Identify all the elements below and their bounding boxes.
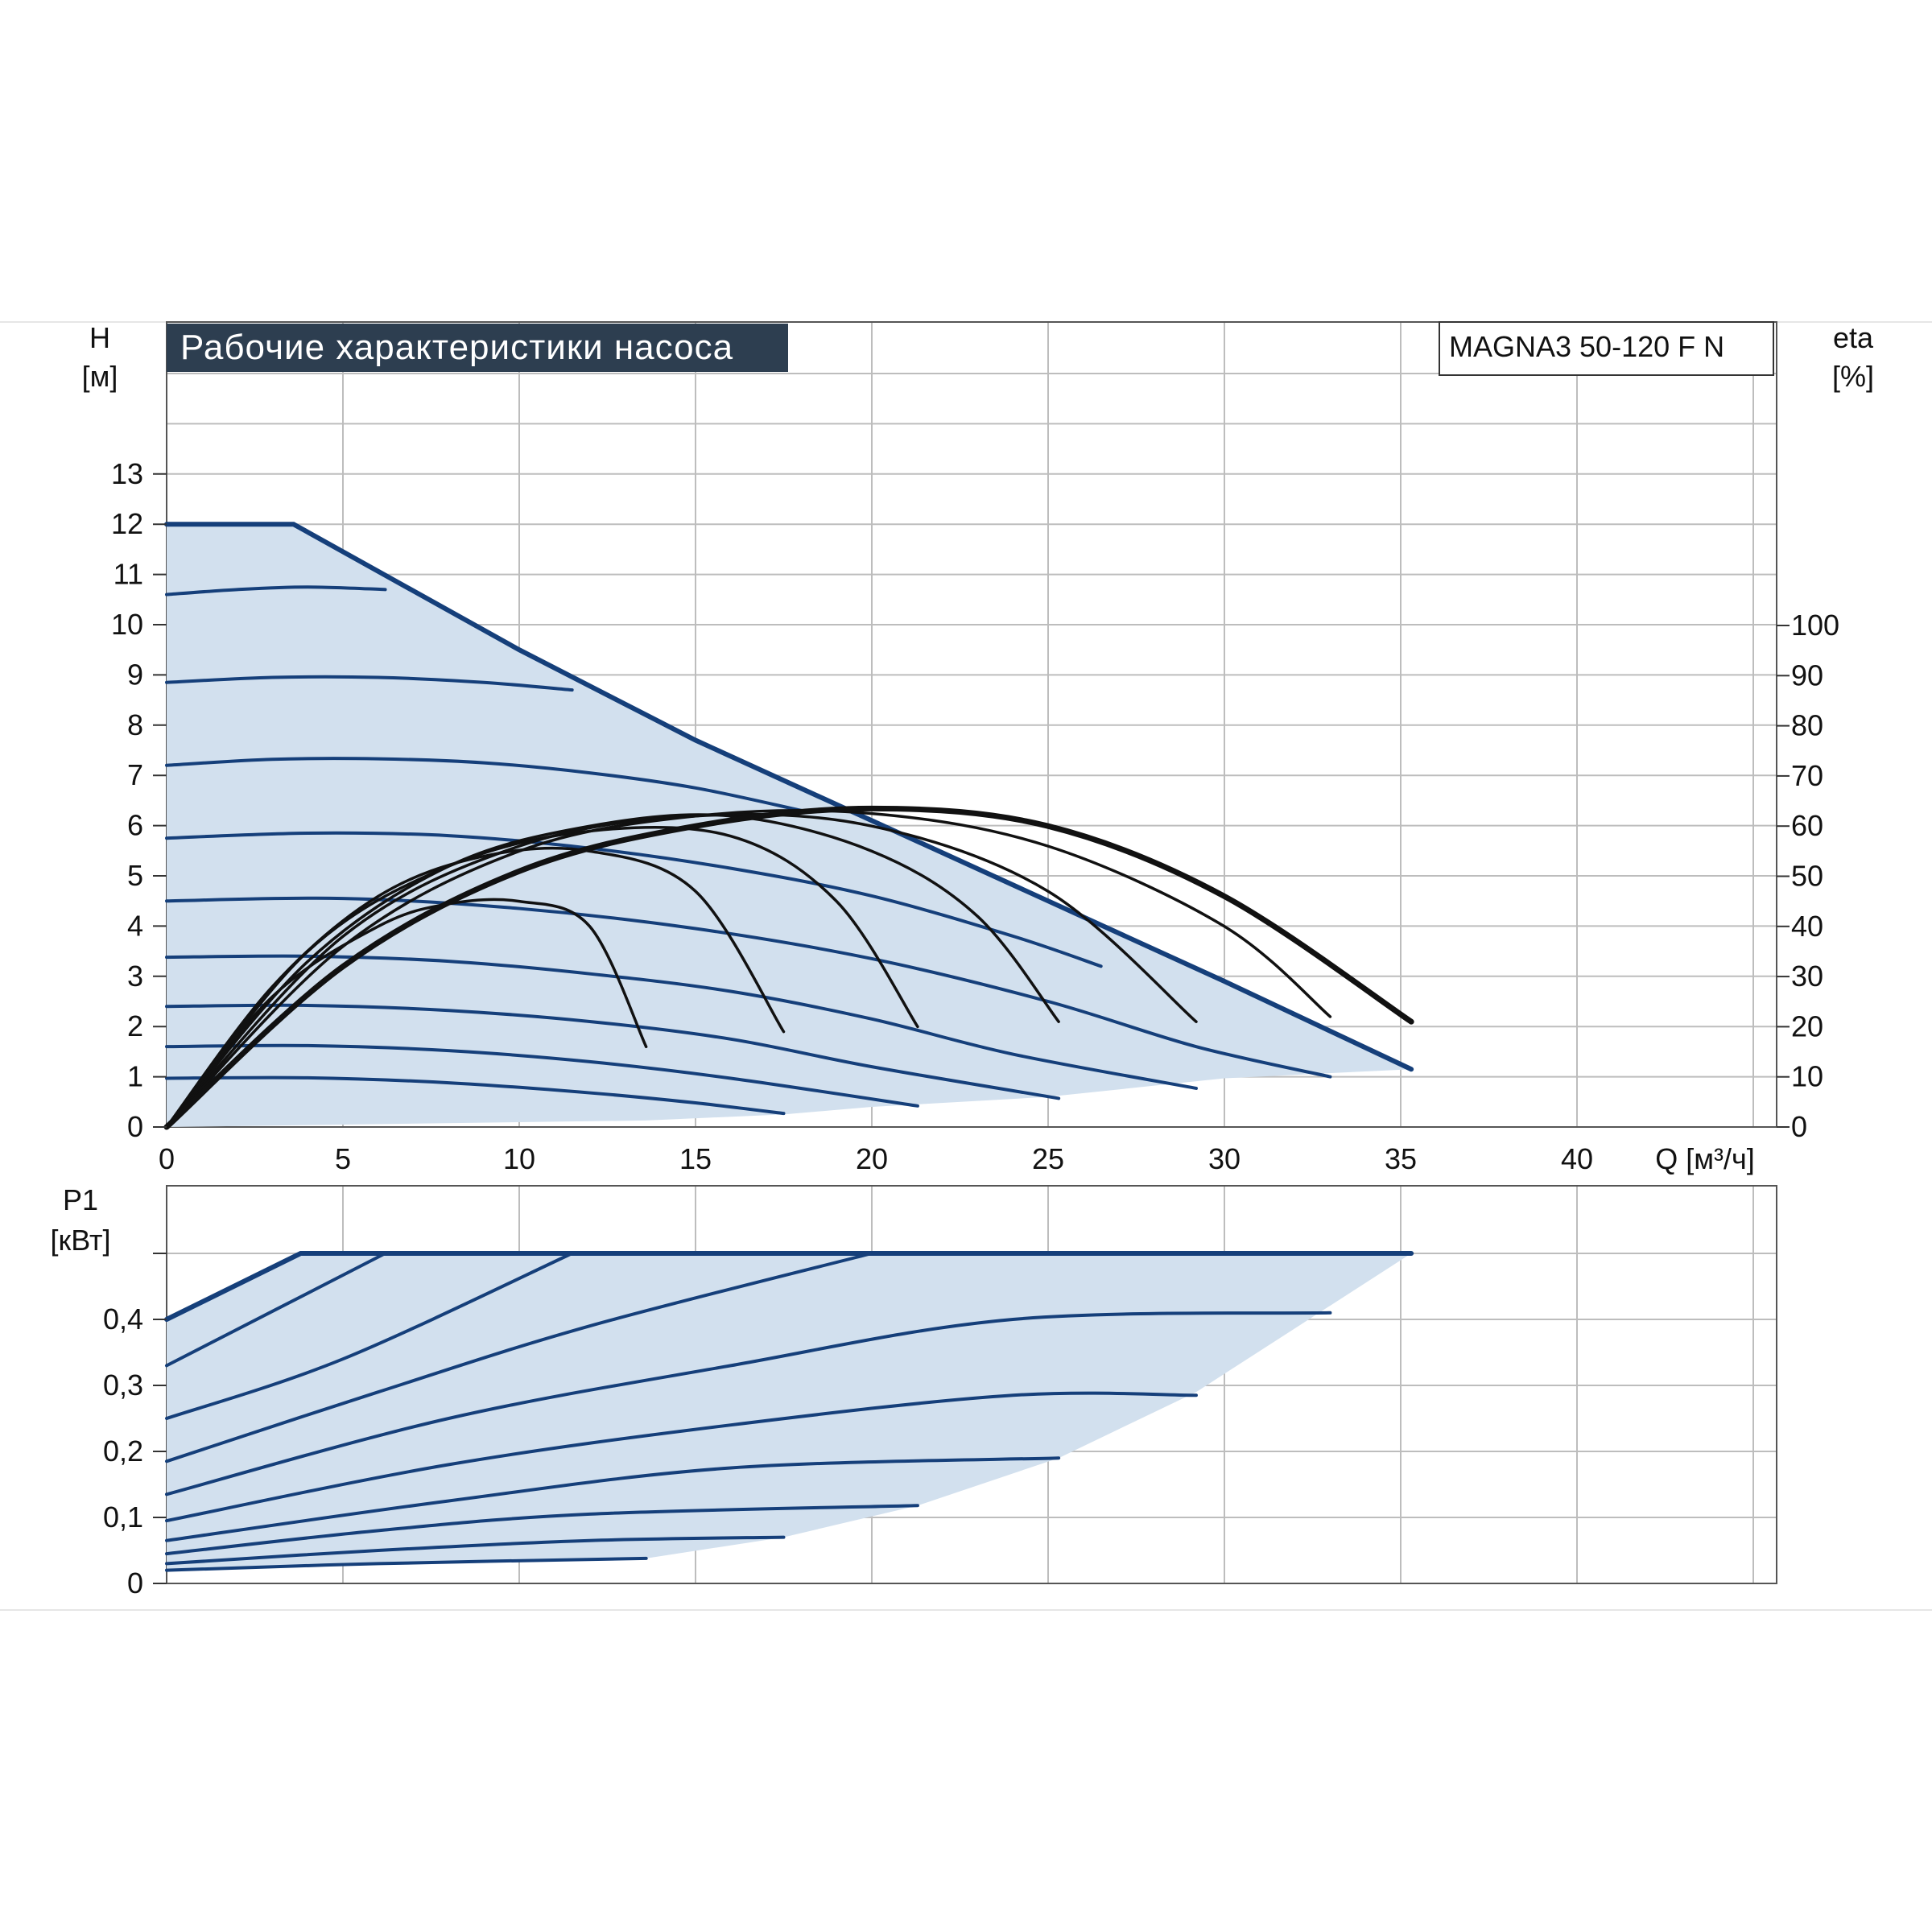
head-tick-label: 2: [127, 1009, 143, 1042]
head-axis-unit: [м]: [82, 360, 118, 393]
efficiency-curve: [165, 813, 1060, 1129]
x-tick-label: 30: [1208, 1142, 1241, 1175]
head-tick-label: 6: [127, 809, 143, 842]
power-axis-unit: [кВт]: [50, 1224, 110, 1257]
head-curve: [165, 1075, 786, 1116]
eta-tick-label: 80: [1791, 709, 1823, 742]
head-curve: [165, 585, 387, 597]
head-tick-label: 10: [111, 608, 143, 641]
head-curve: [165, 675, 574, 692]
power-curve: [165, 1535, 786, 1566]
power-tick-label: 0,3: [103, 1368, 143, 1402]
head-tick-label: 4: [127, 909, 143, 942]
head-curve: [165, 896, 1332, 1079]
power-curves: [164, 1251, 1414, 1572]
head-tick-label: 12: [111, 507, 143, 540]
eta-tick-label: 100: [1791, 609, 1839, 642]
eta-tick-label: 10: [1791, 1060, 1823, 1093]
eta-tick-label: 0: [1791, 1110, 1807, 1143]
power-curve: [165, 1252, 387, 1368]
eta-tick-label: 70: [1791, 759, 1823, 792]
power-curve: [165, 1456, 1061, 1542]
efficiency-curve: [165, 846, 786, 1129]
eta-axis-unit: [%]: [1832, 360, 1874, 393]
power-curve: [165, 1311, 1332, 1496]
power-curve: [165, 1252, 873, 1463]
power-curve: [165, 1504, 919, 1556]
x-tick-label: 0: [159, 1142, 175, 1175]
chart-title: Рабочие характеристики насоса: [180, 328, 733, 367]
power-envelope-area: [167, 1253, 1412, 1571]
x-tick-label: 40: [1561, 1142, 1593, 1175]
head-curve: [165, 757, 803, 812]
x-tick-label: 25: [1032, 1142, 1064, 1175]
power-tick-label: 0,2: [103, 1435, 143, 1468]
eta-tick-label: 20: [1791, 1009, 1823, 1042]
efficiency-curves: [163, 805, 1414, 1130]
head-tick-label: 8: [127, 708, 143, 741]
eta-axis-label: eta: [1833, 321, 1874, 354]
efficiency-curve: [165, 825, 919, 1129]
head-curve: [165, 1003, 1061, 1100]
power-tick-label: 0,4: [103, 1302, 143, 1335]
x-tick-label: 35: [1385, 1142, 1417, 1175]
head-tick-label: 13: [111, 457, 143, 490]
power-curve: [164, 1251, 1414, 1322]
x-tick-label: 20: [856, 1142, 888, 1175]
head-tick-label: 11: [114, 558, 143, 591]
eta-tick-label: 50: [1791, 860, 1823, 893]
head-curve: [165, 831, 1103, 968]
eta-tick-label: 60: [1791, 809, 1823, 842]
power-curve: [165, 1556, 648, 1572]
power-axis-label: P1: [63, 1183, 98, 1216]
power-tick-label: 0,1: [103, 1501, 143, 1534]
eta-tick-label: 40: [1791, 910, 1823, 943]
model-box: [1439, 321, 1774, 376]
head-axis-label: H: [89, 321, 110, 354]
title-banner: [167, 324, 788, 372]
eta-tick-label: 90: [1791, 658, 1823, 691]
flow-axis-label: Q [м³/ч]: [1655, 1142, 1755, 1175]
x-tick-label: 10: [503, 1142, 535, 1175]
head-tick-label: 0: [127, 1110, 143, 1143]
x-tick-label: 15: [679, 1142, 712, 1175]
power-tick-label: 0: [127, 1567, 143, 1600]
model-label: MAGNA3 50-120 F N: [1449, 330, 1724, 363]
tick-labels: 0 5 10 15 20 25 30 35 40012345678910111213010203…: [103, 457, 1839, 1600]
eta-tick-label: 30: [1791, 960, 1823, 993]
head-tick-label: 3: [127, 960, 143, 993]
head-tick-label: 5: [127, 859, 143, 892]
head-tick-label: 1: [127, 1060, 143, 1093]
x-tick-label: 5: [335, 1142, 351, 1175]
efficiency-curve: [163, 805, 1414, 1130]
head-curve: [164, 522, 1414, 1072]
head-curves: [164, 522, 1414, 1116]
head-tick-label: 9: [127, 658, 143, 691]
head-tick-label: 7: [127, 758, 143, 791]
power-curve: [165, 1252, 574, 1420]
efficiency-curve: [165, 809, 1332, 1129]
head-curve: [165, 1043, 919, 1108]
power-curve: [165, 1391, 1198, 1523]
head-curve: [165, 954, 1198, 1090]
